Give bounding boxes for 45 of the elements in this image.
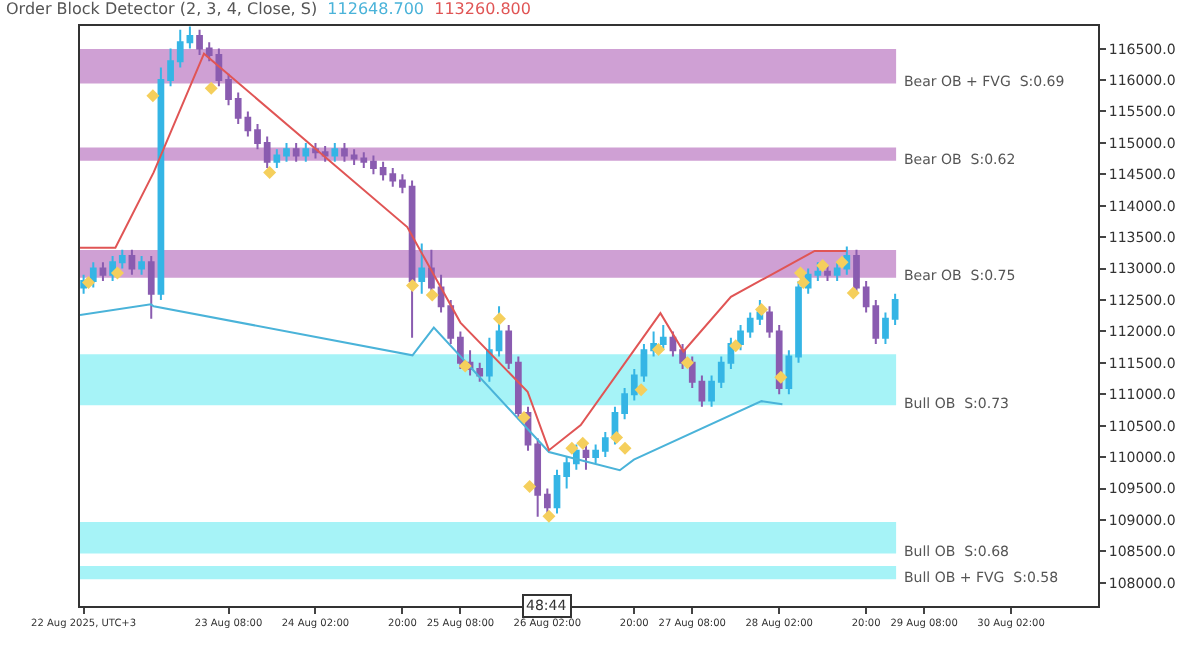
point [816,258,830,272]
point [146,89,160,103]
candlestick [138,254,145,276]
point [796,275,810,289]
candlestick [99,261,107,283]
point [618,441,632,455]
point [774,370,788,384]
candlestick [321,145,329,163]
line-series [80,303,784,472]
point [406,279,419,293]
chart-title: Order Block Detector (2, 3, 4, Close, S) [6,0,318,19]
point [576,436,590,450]
line-series [80,52,848,452]
candlestick [128,248,136,276]
point [846,286,860,300]
point [610,431,624,445]
candlestick [418,242,426,295]
candlestick [582,443,590,471]
candlestick [331,141,339,163]
point [517,410,531,424]
point [651,343,665,357]
point [425,288,439,302]
point [634,383,648,397]
point [263,165,277,179]
point [542,509,556,523]
point [81,275,95,289]
point [492,312,506,326]
point [729,339,743,353]
point [204,81,218,95]
text: 113260.800 [434,0,531,19]
candlestick [302,141,310,163]
point [794,266,808,280]
point [523,480,537,494]
candlestick [476,361,484,383]
point [835,255,849,269]
candlestick [147,254,155,320]
candlestick [292,141,300,163]
point [110,266,124,280]
point [458,359,472,373]
point [754,302,768,316]
candlestick [824,264,831,283]
candlestick [89,261,97,289]
point [565,441,579,455]
point [680,356,694,370]
text: 112648.700 [327,0,425,19]
